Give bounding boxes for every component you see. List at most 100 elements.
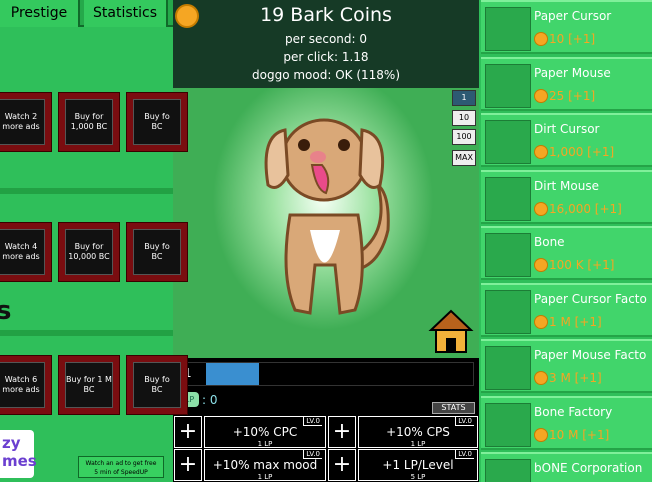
amount-button[interactable]: 100	[452, 129, 476, 145]
upgrade-cost: 1 LP	[257, 440, 273, 448]
ad-text: Watch 6	[4, 375, 38, 384]
store-item[interactable]: Paper Mouse Facto 3 M [+1]	[481, 339, 652, 393]
item-icon	[485, 346, 531, 390]
item-name: Paper Cursor Facto	[534, 291, 647, 306]
ad-button[interactable]: Buy fo BC	[133, 229, 181, 275]
per-click: per click: 1.18	[283, 50, 369, 64]
ad-text: 1,000 BC	[70, 122, 108, 131]
coin-icon	[534, 88, 548, 103]
ad-button[interactable]: Buy for 1,000 BC	[65, 99, 113, 145]
upgrade-level: LV.0	[455, 417, 474, 426]
coin-count: 19 Bark Coins	[260, 4, 392, 26]
ad-text: Buy fo	[144, 242, 170, 251]
ad-button[interactable]: Buy for 1 M BC	[65, 362, 113, 408]
ad-box[interactable]: Buy fo BC	[126, 222, 188, 282]
upgrade-plus[interactable]: +	[328, 449, 356, 481]
speedup-button[interactable]: Watch an ad to get free 5 min of SpeedUP	[78, 456, 164, 478]
upgrade-label: +10% CPC	[232, 425, 298, 439]
upgrade-level: LV.0	[303, 417, 322, 426]
coin-icon	[534, 201, 548, 216]
store-item[interactable]: Bone Factory 10 M [+1]	[481, 395, 652, 450]
item-icon	[485, 233, 531, 277]
ad-text: more ads	[2, 252, 40, 261]
dog[interactable]	[250, 105, 410, 325]
per-second: per second: 0	[284, 32, 368, 46]
ad-button[interactable]: Buy fo BC	[133, 362, 181, 408]
upgrade-button[interactable]: +10% CPS LV.0 1 LP	[358, 416, 478, 448]
coin-icon	[534, 32, 548, 46]
speedup-text: 5 min of SpeedUP	[94, 469, 148, 476]
ad-text: more ads	[2, 122, 40, 131]
store-item[interactable]: Bone 100 K [+1]	[481, 226, 652, 280]
amount-button[interactable]: 10	[452, 110, 476, 126]
upgrade-plus[interactable]: +	[174, 449, 202, 481]
item-icon	[485, 7, 531, 51]
store-item[interactable]: Paper Cursor Facto 1 M [+1]	[481, 282, 652, 337]
mood: doggo mood: OK (118%)	[252, 68, 400, 82]
ad-text: BC	[151, 385, 163, 394]
ad-text: Buy fo	[144, 375, 170, 384]
ad-box[interactable]: Watch 6 more ads	[0, 355, 52, 415]
upgrade-label: +10% max mood	[212, 458, 318, 472]
ad-box[interactable]: Buy for 10,000 BC	[58, 222, 120, 282]
ad-text: BC	[151, 252, 163, 261]
upgrade-cost: 1 LP	[257, 473, 273, 481]
logo-text: zy	[2, 434, 21, 452]
ad-text: BC	[83, 385, 95, 394]
item-name: Paper Mouse	[534, 65, 611, 80]
item-cost: 1,000 [+1]	[549, 145, 615, 159]
ad-button[interactable]: Watch 6 more ads	[0, 362, 45, 408]
store-item[interactable]: bONE Corporation	[481, 452, 652, 482]
upgrade-label: +1 LP/Level	[382, 458, 454, 472]
amount-button[interactable]: MAX	[452, 150, 476, 166]
ad-box[interactable]: Watch 4 more ads	[0, 222, 52, 282]
logo[interactable]: zy mes	[0, 430, 37, 478]
item-name: Bone Factory	[534, 404, 613, 419]
tab[interactable]: Statistics	[84, 0, 168, 27]
house-icon[interactable]	[428, 308, 474, 354]
item-name: Bone	[534, 235, 565, 249]
store-item[interactable]: Paper Cursor 10 [+1]	[481, 0, 652, 54]
ad-text: more ads	[2, 385, 40, 394]
coin-icon	[534, 371, 548, 385]
upgrade-plus[interactable]: +	[174, 416, 202, 448]
item-cost: 16,000 [+1]	[549, 201, 622, 216]
upgrade-button[interactable]: +10% max mood LV.0 1 LP	[204, 449, 326, 481]
item-cost: 10 [+1]	[549, 32, 596, 46]
upgrade-label: +10% CPS	[386, 425, 450, 439]
upgrade-plus[interactable]: +	[328, 416, 356, 448]
upgrade-button[interactable]: +10% CPC LV.0 1 LP	[204, 416, 326, 448]
coin-icon	[175, 4, 199, 28]
ad-button[interactable]: Buy fo BC	[133, 99, 181, 145]
ad-text: Watch 4	[4, 242, 38, 251]
coin-icon	[534, 314, 548, 329]
ad-text: BC	[151, 122, 163, 131]
tab[interactable]: Prestige	[0, 0, 80, 27]
ad-button[interactable]: Buy for 10,000 BC	[65, 229, 113, 275]
coin-icon	[534, 427, 548, 442]
stats-button[interactable]: STATS	[432, 402, 475, 414]
ad-text: Buy for	[74, 242, 104, 251]
store-item[interactable]: Dirt Mouse 16,000 [+1]	[481, 169, 652, 224]
store-item[interactable]: Paper Mouse 25 [+1]	[481, 56, 652, 111]
store-item[interactable]: Dirt Cursor 1,000 [+1]	[481, 113, 652, 167]
ad-box[interactable]: Buy fo BC	[126, 355, 188, 415]
ad-box[interactable]: Buy for 1 M BC	[58, 355, 120, 415]
item-cost: 100 K [+1]	[549, 258, 615, 272]
item-icon	[485, 120, 531, 164]
item-icon	[485, 289, 531, 334]
ad-button[interactable]: Watch 4 more ads	[0, 229, 45, 275]
item-icon	[485, 402, 531, 447]
coin-icon	[534, 145, 548, 159]
upgrade-cost: 5 LP	[410, 473, 426, 481]
upgrade-button[interactable]: +1 LP/Level LV.0 5 LP	[358, 449, 478, 481]
ad-box[interactable]: Buy for 1,000 BC	[58, 92, 120, 152]
ad-button[interactable]: Watch 2 more ads	[0, 99, 45, 145]
upgrade-cost: 1 LP	[410, 440, 426, 448]
header-bar	[173, 0, 479, 88]
ad-box[interactable]: Watch 2 more ads	[0, 92, 52, 152]
ad-text: Buy for 1 M	[66, 375, 112, 384]
ad-box[interactable]: Buy fo BC	[126, 92, 188, 152]
amount-button[interactable]: 1	[452, 90, 476, 106]
